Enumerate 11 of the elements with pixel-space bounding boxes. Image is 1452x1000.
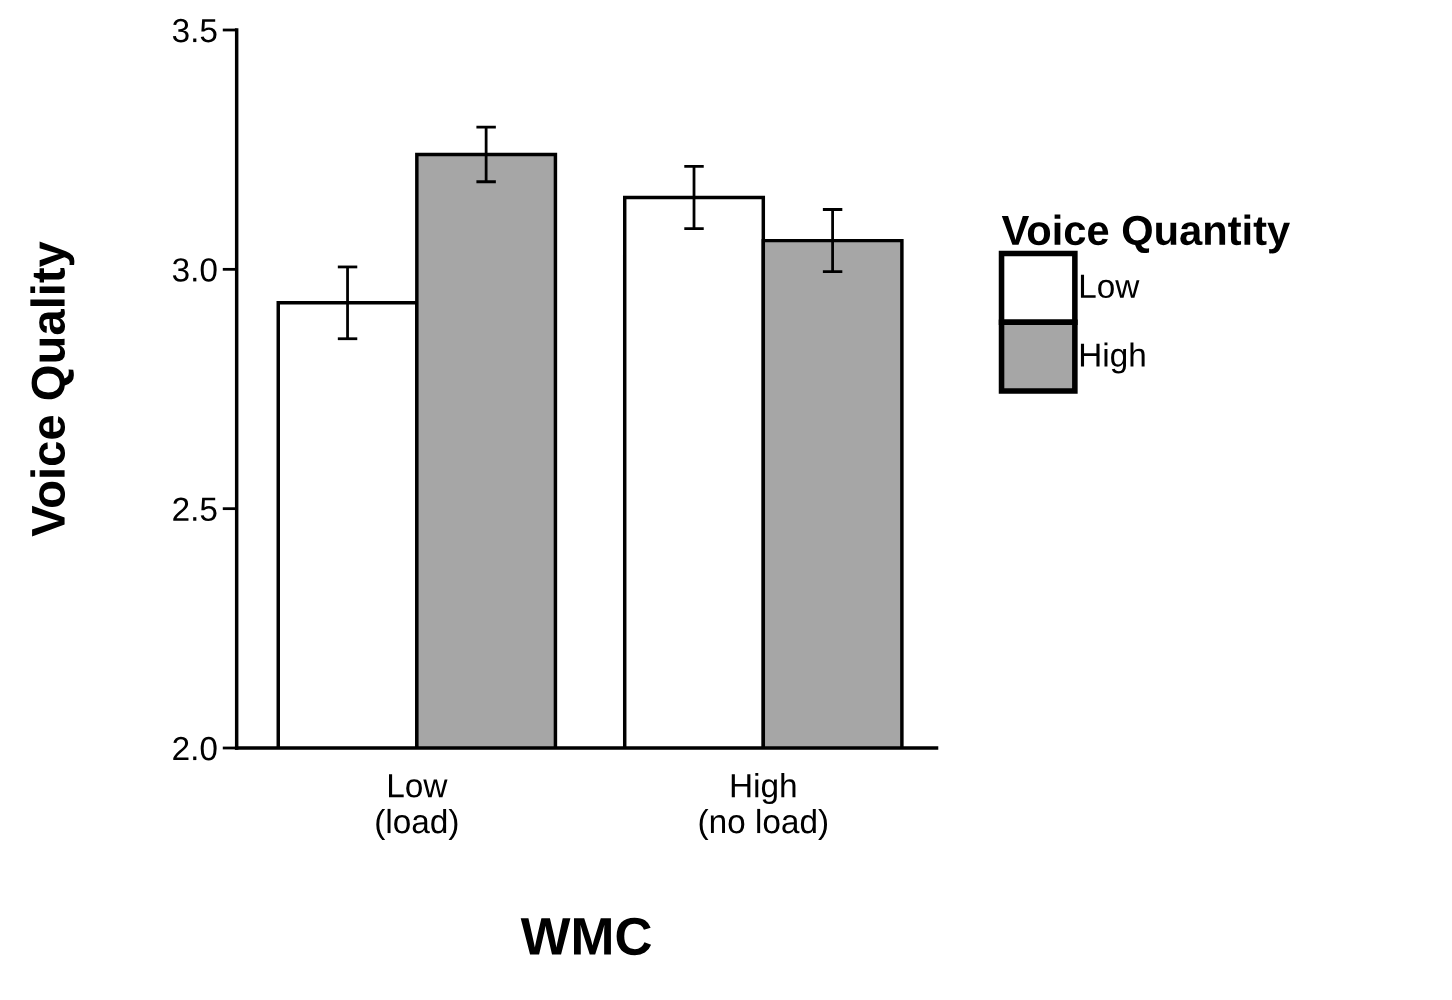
x-tick-label: Low (load) — [376, 774, 458, 840]
y-tick-label: 3.0 — [172, 258, 217, 282]
y-tick-label: 2.5 — [173, 497, 217, 522]
legend-label: High — [1080, 342, 1145, 374]
y-axis-title: Voice Quality — [30, 241, 75, 537]
y-tick-label: 2.0 — [173, 736, 217, 761]
y-tick-label: 3.5 — [172, 18, 217, 43]
legend-label: Low — [1080, 274, 1140, 299]
x-axis-title: WMC — [520, 917, 652, 956]
x-tick-label: High (no load) — [699, 773, 828, 840]
legend-title: Voice Quantity — [1001, 214, 1290, 254]
